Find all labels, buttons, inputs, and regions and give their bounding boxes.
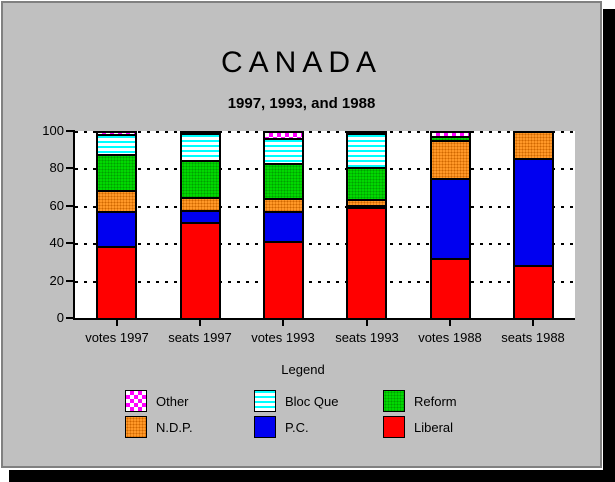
x-axis-label-seats-1993: seats 1993 [335, 330, 399, 345]
y-axis-tick-60 [66, 205, 75, 207]
legend-label-reform: Reform [414, 393, 457, 409]
bar-segment-other [348, 131, 385, 134]
gridline-40 [75, 243, 575, 245]
x-axis-tick-seats-1997 [199, 320, 201, 326]
y-axis-label-20: 20 [49, 273, 64, 288]
x-axis-tick-votes-1993 [282, 320, 284, 326]
gridline-60 [75, 206, 575, 208]
bar-segment-n-d-p [348, 199, 385, 206]
bar-segment-other [98, 131, 135, 135]
chart-title: CANADA [220, 46, 383, 79]
bar-segment-n-d-p [182, 197, 219, 211]
bar-segment-liberal [265, 240, 302, 318]
gridline-20 [75, 281, 575, 283]
legend-swatch-other [125, 390, 147, 412]
bar-segment-bloc-que [98, 134, 135, 155]
bar-segment-bloc-que [265, 137, 302, 164]
bar-segment-liberal [182, 222, 219, 318]
bar-segment-liberal [348, 207, 385, 318]
window-shadow-right [603, 9, 615, 482]
legend-swatch-p-c [254, 416, 276, 438]
legend-label-n-d-p: N.D.P. [156, 419, 193, 435]
bar-segment-p-c [265, 210, 302, 241]
bar-segment-p-c [432, 177, 469, 259]
bar-segment-other [265, 131, 302, 138]
y-axis-tick-20 [66, 280, 75, 282]
stacked-bar-votes-1993 [263, 131, 304, 318]
x-axis-label-votes-1993: votes 1993 [251, 330, 315, 345]
bar-segment-p-c [182, 210, 219, 223]
y-axis-label-80: 80 [49, 160, 64, 175]
y-axis-tick-0 [66, 317, 75, 319]
legend-item-liberal: Liberal [383, 416, 457, 438]
x-axis-label-votes-1988: votes 1988 [418, 330, 482, 345]
legend-item-bloc-que: Bloc Que [254, 390, 383, 412]
bar-segment-n-d-p [515, 131, 552, 159]
legend-item-reform: Reform [383, 390, 457, 412]
bar-segment-bloc-que [348, 133, 385, 167]
bar-segment-p-c [98, 210, 135, 247]
bar-segment-reform [98, 154, 135, 191]
legend-label-other: Other [156, 393, 189, 409]
x-axis-label-seats-1997: seats 1997 [168, 330, 232, 345]
stacked-bar-seats-1988 [513, 131, 554, 318]
gridline-100 [75, 131, 575, 133]
bar-segment-other [432, 131, 469, 136]
bar-segment-n-d-p [98, 190, 135, 211]
window-shadow-bottom [9, 470, 615, 482]
legend-swatch-reform [383, 390, 405, 412]
plot-area [73, 131, 575, 320]
legend-title: Legend [281, 362, 325, 377]
legend-label-liberal: Liberal [414, 419, 454, 435]
y-axis-label-40: 40 [49, 235, 64, 250]
bar-segment-reform [432, 135, 469, 140]
bar-segment-p-c [515, 158, 552, 266]
stacked-bar-votes-1988 [430, 131, 471, 318]
legend-swatch-n-d-p [125, 416, 147, 438]
legend-item-p-c: P.C. [254, 416, 383, 438]
bar-segment-n-d-p [432, 139, 469, 178]
legend-item-other: Other [125, 390, 254, 412]
bar-segment-p-c [348, 205, 385, 208]
y-axis-tick-100 [66, 130, 75, 132]
x-axis-tick-votes-1997 [116, 320, 118, 326]
stacked-bar-votes-1997 [96, 131, 137, 318]
y-axis-label-100: 100 [42, 123, 64, 138]
bar-segment-liberal [98, 246, 135, 318]
chart-subtitle: 1997, 1993, and 1988 [227, 95, 376, 112]
stacked-bar-seats-1993 [346, 131, 387, 318]
legend-label-bloc-que: Bloc Que [285, 393, 339, 409]
stacked-bar-seats-1997 [180, 131, 221, 318]
x-axis-label-votes-1997: votes 1997 [85, 330, 149, 345]
legend-swatch-bloc-que [254, 390, 276, 412]
gridline-80 [75, 168, 575, 170]
legend-item-n-d-p: N.D.P. [125, 416, 254, 438]
x-axis-tick-seats-1993 [366, 320, 368, 326]
bar-segment-reform [265, 163, 302, 198]
y-axis-tick-80 [66, 167, 75, 169]
bar-segment-bloc-que [182, 133, 219, 161]
legend: Other Bloc Que Reform N.D.P. P.C. Liberal [125, 390, 457, 438]
legend-label-p-c: P.C. [285, 419, 309, 435]
bar-segment-other [182, 131, 219, 133]
x-axis-tick-seats-1988 [532, 320, 534, 326]
y-axis-label-60: 60 [49, 198, 64, 213]
bar-segment-reform [182, 160, 219, 198]
x-axis-label-seats-1988: seats 1988 [501, 330, 565, 345]
x-axis-tick-votes-1988 [449, 320, 451, 326]
bar-segment-n-d-p [265, 197, 302, 211]
bar-segment-liberal [515, 265, 552, 318]
y-axis-label-0: 0 [56, 310, 64, 325]
bar-segment-reform [348, 166, 385, 200]
legend-swatch-liberal [383, 416, 405, 438]
bar-segment-liberal [432, 258, 469, 318]
y-axis-tick-40 [66, 242, 75, 244]
